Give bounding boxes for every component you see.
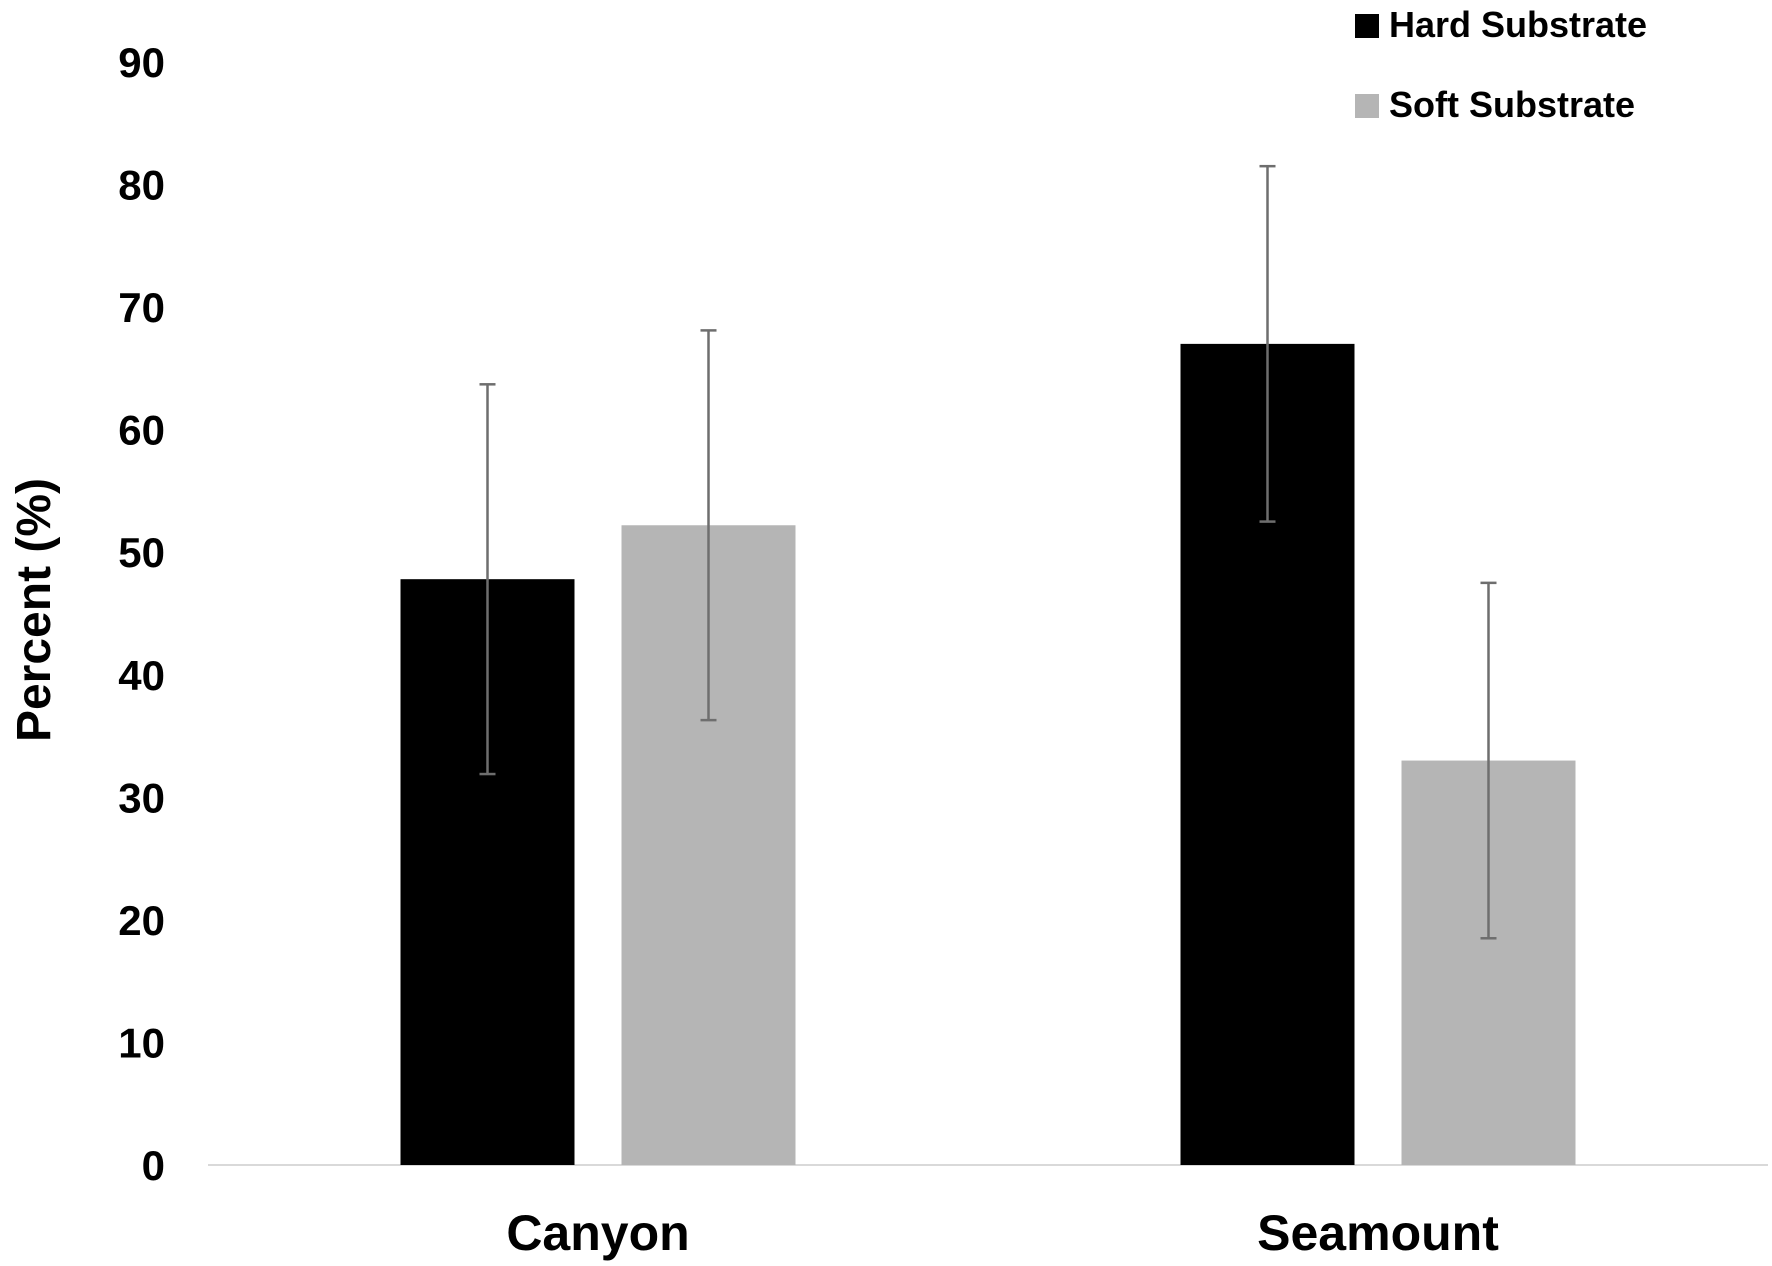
category-labels: Canyon Seamount bbox=[506, 1205, 1499, 1261]
legend-label: Hard Substrate bbox=[1389, 4, 1647, 45]
y-tick-label: 90 bbox=[118, 39, 165, 86]
category-label: Canyon bbox=[506, 1205, 689, 1261]
bars bbox=[400, 343, 1576, 1165]
y-tick-label: 10 bbox=[118, 1019, 165, 1066]
y-tick-label: 0 bbox=[142, 1142, 165, 1189]
y-tick-label: 30 bbox=[118, 774, 165, 821]
y-tick-label: 80 bbox=[118, 162, 165, 209]
y-tick-label: 50 bbox=[118, 529, 165, 576]
y-tick-label: 40 bbox=[118, 652, 165, 699]
y-axis-ticks: 0 10 20 30 40 50 60 70 80 90 bbox=[118, 39, 165, 1189]
y-tick-label: 60 bbox=[118, 407, 165, 454]
y-tick-label: 70 bbox=[118, 284, 165, 331]
legend-label: Soft Substrate bbox=[1389, 84, 1635, 125]
legend: Hard Substrate Soft Substrate bbox=[1355, 4, 1647, 125]
y-tick-label: 20 bbox=[118, 897, 165, 944]
legend-swatch bbox=[1355, 94, 1379, 118]
category-label: Seamount bbox=[1257, 1205, 1499, 1261]
legend-swatch bbox=[1355, 14, 1379, 38]
y-axis-title: Percent (%) bbox=[8, 478, 61, 742]
error-bars bbox=[479, 164, 1497, 940]
